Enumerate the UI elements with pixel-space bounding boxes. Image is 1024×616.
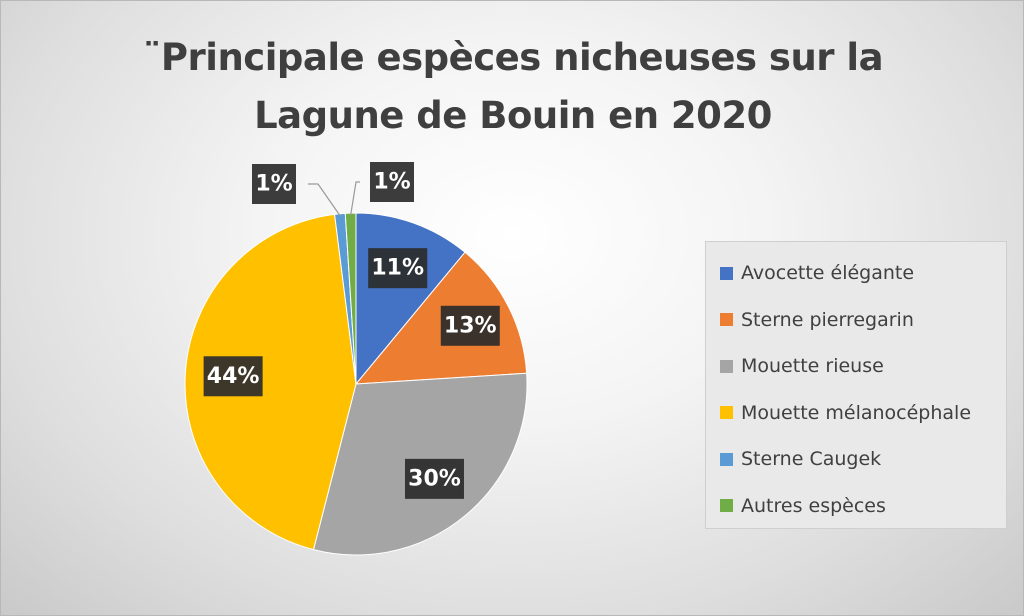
data-label-text: 30% — [408, 466, 461, 491]
legend-swatch — [720, 266, 733, 280]
data-label-avocette-elegante: 11% — [368, 248, 428, 289]
data-label-text: 1% — [255, 172, 292, 197]
data-label-mouette-rieuse: 30% — [404, 458, 464, 499]
legend-swatch — [720, 313, 733, 327]
legend-swatch — [720, 359, 733, 373]
legend-label: Sterne Caugek — [741, 448, 882, 471]
leader-line-sterne-caugek — [308, 183, 341, 217]
data-label-box — [203, 356, 263, 397]
legend-item-sterne-pierregarin: Sterne pierregarin — [720, 297, 1006, 344]
legend-label: Autres espèces — [741, 494, 886, 517]
data-label-text: 44% — [207, 364, 260, 389]
legend-swatch — [720, 452, 733, 466]
legend-label: Avocette élégante — [741, 262, 915, 285]
chart-title-line-1: ¨Principale espèces nicheuses sur la — [142, 36, 884, 79]
data-label-box — [440, 305, 500, 346]
legend-item-autres-especes: Autres espèces — [720, 483, 1006, 530]
data-label-mouette-melanocephale: 44% — [203, 356, 263, 397]
data-label-text: 11% — [371, 256, 424, 281]
data-label-autres-especes: 1% — [370, 162, 414, 202]
legend-item-mouette-melanocephale: Mouette mélanocéphale — [720, 390, 1006, 437]
data-label-sterne-caugek: 1% — [252, 164, 296, 204]
data-label-box — [404, 458, 464, 499]
data-label-box — [370, 162, 414, 202]
data-label-sterne-pierregarin: 13% — [440, 305, 500, 346]
legend-swatch — [720, 499, 733, 513]
legend-label: Sterne pierregarin — [741, 308, 914, 331]
chart-legend: Avocette élégante Sterne pierregarin Mouet… — [705, 241, 1007, 529]
legend-label: Mouette rieuse — [741, 355, 884, 378]
leader-line-autres-especes — [350, 181, 360, 216]
data-label-text: 1% — [373, 170, 410, 195]
legend-item-mouette-rieuse: Mouette rieuse — [720, 343, 1006, 390]
legend-label: Mouette mélanocéphale — [741, 401, 972, 424]
chart-title: ¨Principale espèces nicheuses sur la Lag… — [1, 29, 1023, 145]
legend-item-sterne-caugek: Sterne Caugek — [720, 436, 1006, 483]
data-label-box — [252, 164, 296, 204]
data-label-text: 13% — [444, 313, 497, 338]
pie-slice-mouette-melanocephale — [184, 213, 357, 551]
legend-item-avocette-elegante: Avocette élégante — [720, 250, 1006, 297]
data-label-box — [368, 248, 428, 289]
legend-swatch — [720, 406, 733, 420]
chart-title-line-2: Lagune de Bouin en 2020 — [254, 94, 772, 137]
